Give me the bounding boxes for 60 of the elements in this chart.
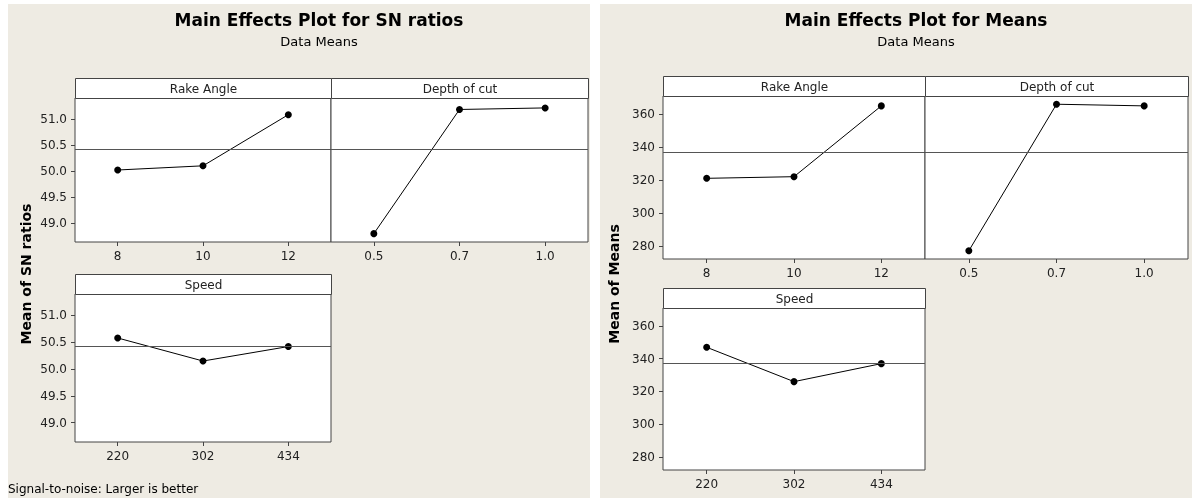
x-tick-label: 12 [873, 266, 889, 280]
point [703, 343, 711, 351]
y-tick-label: 360 [632, 107, 655, 122]
x-tick-label: 0.5 [364, 249, 384, 263]
text: Data Means [876, 34, 956, 49]
y-tick-label: 49.0 [40, 216, 67, 231]
y-tick-label: 280 [632, 449, 655, 464]
point [703, 174, 711, 182]
point [284, 111, 292, 119]
y-tick-label: 300 [632, 417, 655, 432]
x-tick-label: 8 [113, 249, 122, 263]
point [790, 173, 798, 181]
text: Mean of SN ratios [18, 203, 34, 345]
x-tick-label: 10 [195, 249, 211, 263]
y-tick-label: 49.5 [40, 388, 67, 403]
y-tick-label: 280 [632, 238, 655, 253]
y-tick-label: 340 [632, 351, 655, 366]
x-tick-label: 302 [782, 477, 806, 491]
x-tick-label: 0.5 [959, 266, 979, 280]
y-tick-label: 360 [632, 319, 655, 333]
y-tick-label: 50.0 [40, 164, 67, 179]
point [114, 334, 122, 342]
point [877, 102, 885, 110]
x-tick-label: 302 [191, 449, 215, 463]
y-tick-label: 50.0 [40, 362, 67, 377]
x-tick-label: 8 [702, 266, 711, 280]
point [114, 166, 122, 174]
chart-title: Depth of cut [422, 81, 498, 96]
y-tick-label: 340 [632, 140, 655, 155]
chart-title: Rake Angle [760, 79, 829, 94]
chart-title: Rake Angle [169, 81, 238, 96]
y-tick-label: 50.5 [40, 335, 67, 350]
chart-title: Depth of cut [1019, 79, 1095, 94]
text: Main Effects Plot for SN ratios [173, 10, 465, 30]
x-tick-label: 12 [280, 249, 296, 263]
x-tick-label: 10 [786, 266, 802, 280]
y-tick-label: 51.0 [40, 308, 67, 323]
x-tick-label: 434 [869, 477, 893, 491]
chart-title: Speed [775, 291, 814, 306]
x-tick-label: 1.0 [535, 249, 555, 263]
y-tick-label: 300 [632, 205, 655, 220]
x-tick-label: 220 [695, 477, 719, 491]
y-tick-label: 50.5 [40, 137, 67, 152]
x-tick-label: 220 [106, 449, 130, 463]
y-tick-label: 320 [632, 172, 655, 187]
y-tick-label: 49.5 [40, 190, 67, 205]
text: Signal-to-noise: Larger is better [8, 482, 199, 496]
chart-title: Speed [184, 277, 223, 292]
x-tick-label: 0.7 [449, 249, 470, 263]
text: Main Effects Plot for Means [783, 10, 1049, 30]
y-tick-label: 49.0 [40, 415, 67, 430]
x-tick-label: 1.0 [1134, 266, 1154, 280]
text: Mean of Means [606, 224, 622, 344]
text: Data Means [279, 34, 359, 49]
point [199, 162, 207, 170]
x-tick-label: 434 [276, 449, 300, 463]
y-tick-label: 51.0 [40, 111, 67, 126]
point [790, 378, 798, 386]
y-tick-label: 320 [632, 384, 655, 399]
x-tick-label: 0.7 [1046, 266, 1067, 280]
